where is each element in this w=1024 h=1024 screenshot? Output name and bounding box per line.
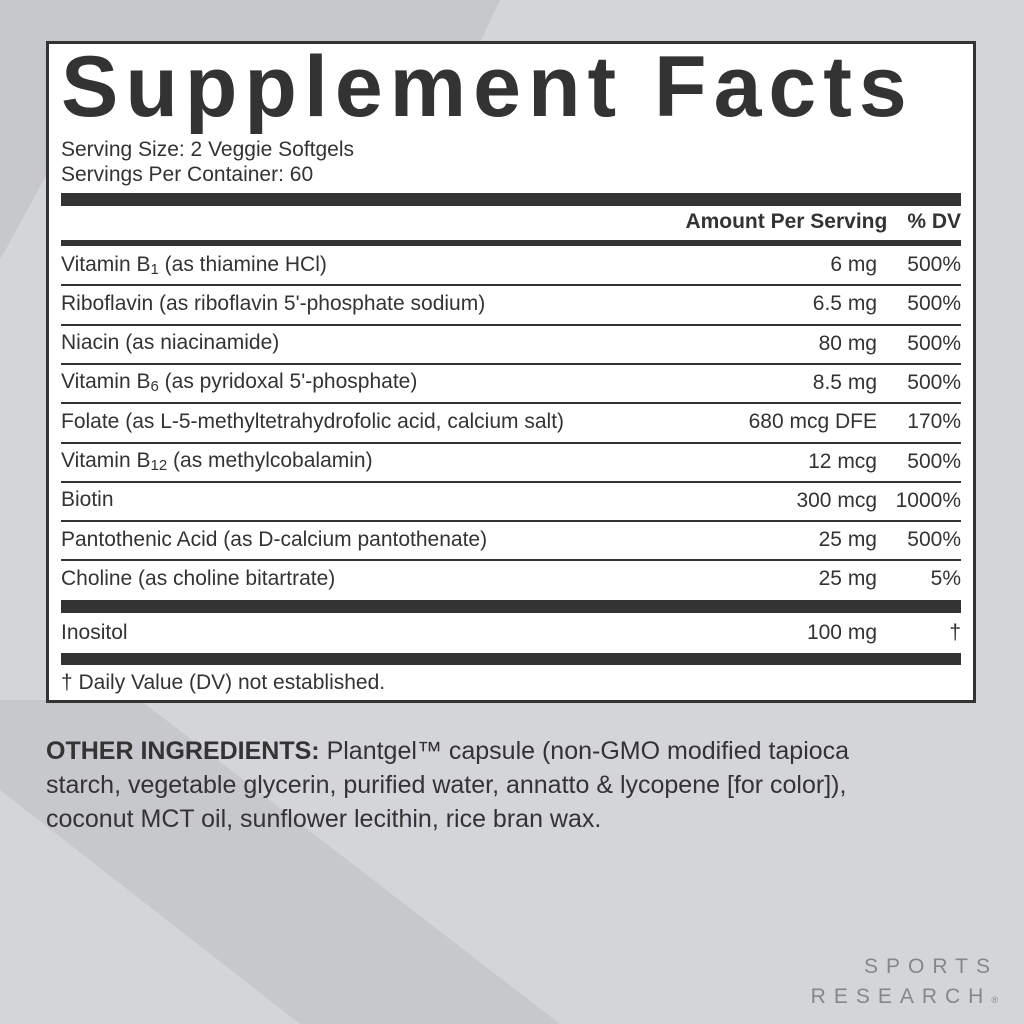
nutrient-name-text: Riboflavin (as riboflavin 5'-phosphate s… — [61, 291, 486, 315]
nutrient-name: Vitamin B6 (as pyridoxal 5'-phosphate) — [61, 370, 577, 395]
nutrient-name: Niacin (as niacinamide) — [61, 331, 577, 356]
table-row: Choline (as choline bitartrate) 25 mg 5% — [61, 560, 961, 598]
nutrient-name-text: Pantothenic Acid (as D-calcium pantothen… — [61, 527, 488, 551]
nutrient-name: Vitamin B12 (as methylcobalamin) — [61, 449, 577, 474]
nutrient-amount: 100 mg — [806, 621, 877, 644]
row-divider — [61, 284, 961, 287]
nutrient-name: Folate (as L-5-methyltetrahydrofolic aci… — [61, 410, 577, 435]
nutrient-detail: (as thiamine HCl) — [158, 252, 327, 276]
nutrient-name-text: Niacin (as niacinamide) — [61, 331, 280, 355]
nutrient-dv: 500% — [907, 449, 961, 473]
table-row: Pantothenic Acid (as D-calcium pantothen… — [61, 521, 961, 559]
nutrient-amount: 25 mg — [818, 567, 877, 591]
amount-header: Amount Per Serving — [685, 210, 888, 233]
nutrient-name-text: Choline (as choline bitartrate) — [61, 566, 336, 590]
nutrient-name-text: Vitamin B — [61, 252, 151, 276]
row-divider — [61, 402, 961, 405]
table-row: Vitamin B12 (as methylcobalamin) 12 mcg 50… — [61, 443, 961, 481]
brand-line-2: RESEARCH — [810, 985, 992, 1008]
nutrient-name-text: Vitamin B — [61, 370, 151, 394]
nutrient-dv: 5% — [930, 567, 961, 591]
panel-title: Supplement Facts — [61, 39, 914, 135]
nutrient-name: Choline (as choline bitartrate) — [61, 567, 577, 592]
table-row: Inositol 100 mg † — [61, 614, 961, 652]
supplement-facts-panel: Supplement Facts Serving Size: 2 Veggie … — [46, 39, 976, 703]
nutrient-name-text: Vitamin B — [61, 449, 151, 472]
nutrient-name-text: Biotin — [61, 488, 114, 512]
brand-logo: SPORTS RESEARCH® — [811, 952, 998, 1015]
nutrient-name-text: Folate (as L-5-methyltetrahydrofolic aci… — [61, 409, 565, 433]
row-divider — [61, 323, 961, 326]
nutrient-subscript: 12 — [150, 457, 168, 474]
nutrient-detail: (as methylcobalamin) — [167, 449, 373, 472]
table-header: Amount Per Serving % DV — [685, 210, 961, 234]
nutrient-amount: 300 mcg — [796, 488, 877, 512]
dv-header: % DV — [907, 210, 961, 233]
nutrient-name: Pantothenic Acid (as D-calcium pantothen… — [61, 528, 577, 553]
nutrient-dv: 500% — [907, 331, 961, 355]
nutrient-dv: 500% — [907, 370, 961, 394]
nutrient-subscript: 1 — [150, 260, 159, 278]
row-divider — [61, 559, 961, 562]
nutrient-amount: 6.5 mg — [812, 292, 877, 316]
nutrient-name: Vitamin B1 (as thiamine HCl) — [61, 253, 577, 278]
row-divider — [61, 520, 961, 523]
footnote: † Daily Value (DV) not established. — [61, 671, 386, 694]
row-divider — [61, 441, 961, 444]
servings-per-container: Servings Per Container: 60 — [61, 163, 314, 186]
table-row: Vitamin B6 (as pyridoxal 5'-phosphate) 8.… — [61, 364, 961, 402]
nutrient-subscript: 6 — [150, 378, 159, 396]
nutrient-detail: (as pyridoxal 5'-phosphate) — [158, 370, 418, 394]
brand-line-1: SPORTS — [864, 955, 998, 978]
serving-size: Serving Size: 2 Veggie Softgels — [61, 138, 355, 161]
other-ingredients-label: OTHER INGREDIENTS: — [46, 737, 320, 765]
nutrient-amount: 80 mg — [818, 331, 877, 355]
table-row: Folate (as L-5-methyltetrahydrofolic aci… — [61, 403, 961, 441]
divider-thick — [61, 653, 961, 665]
other-ingredients: OTHER INGREDIENTS: Plantgel™ capsule (no… — [46, 734, 926, 836]
nutrient-name: Biotin — [61, 488, 577, 513]
nutrient-amount: 680 mcg DFE — [748, 410, 877, 434]
nutrient-dv: 500% — [907, 528, 961, 552]
nutrient-amount: 8.5 mg — [812, 370, 877, 394]
nutrient-amount: 12 mcg — [808, 449, 877, 473]
table-row: Biotin 300 mcg 1000% — [61, 482, 961, 520]
nutrient-dv: 500% — [907, 292, 961, 316]
table-row: Niacin (as niacinamide) 80 mg 500% — [61, 325, 961, 363]
nutrient-dv: 500% — [907, 253, 961, 276]
nutrient-amount: 25 mg — [818, 528, 877, 552]
divider-thick — [61, 193, 961, 206]
divider-thick — [61, 600, 961, 613]
nutrient-name: Riboflavin (as riboflavin 5'-phosphate s… — [61, 292, 577, 317]
row-divider — [61, 362, 961, 365]
nutrient-name: Inositol — [61, 621, 128, 644]
registered-mark: ® — [991, 995, 998, 1005]
nutrient-dv: † — [949, 621, 961, 644]
nutrient-dv: 1000% — [895, 488, 961, 512]
divider-medium — [61, 240, 961, 246]
nutrient-dv: 170% — [907, 410, 961, 434]
table-row: Riboflavin (as riboflavin 5'-phosphate s… — [61, 285, 961, 323]
other-ingredients-text: Plantgel™ capsule (non-GMO modified tapi… — [46, 737, 850, 833]
table-row: Vitamin B1 (as thiamine HCl) 6 mg 500% — [61, 246, 961, 284]
row-divider — [61, 480, 961, 483]
nutrient-amount: 6 mg — [830, 253, 877, 276]
